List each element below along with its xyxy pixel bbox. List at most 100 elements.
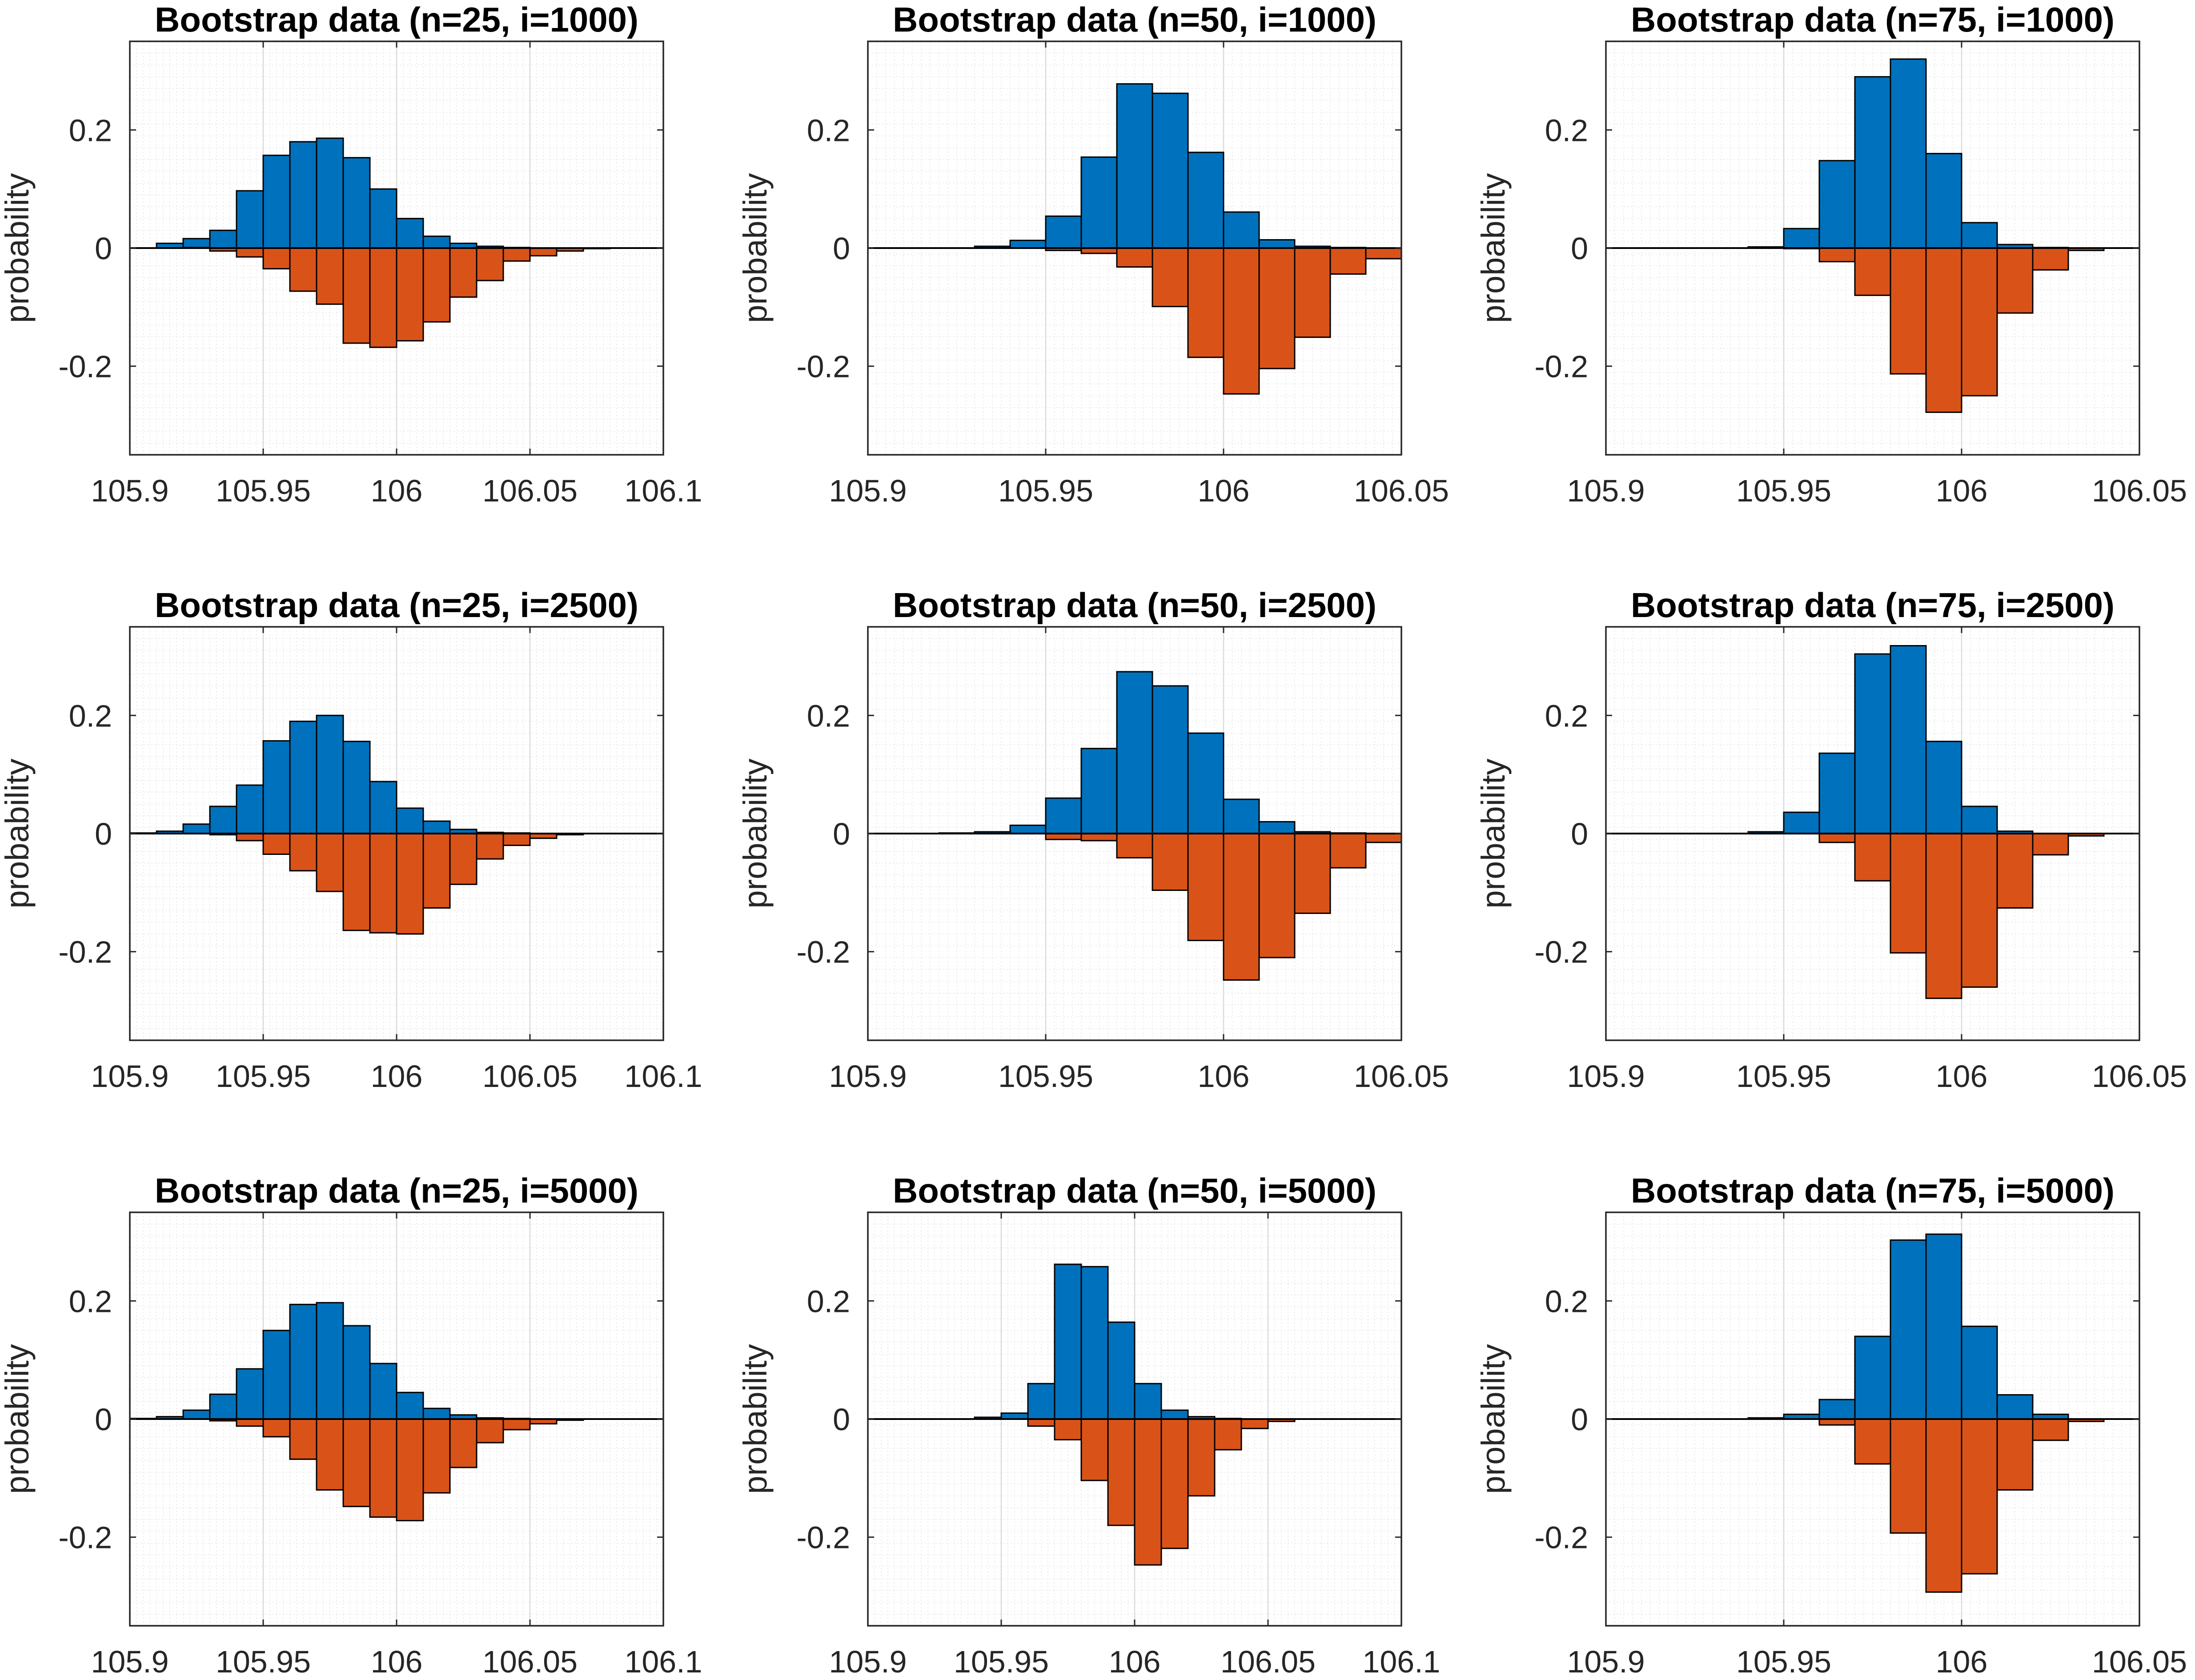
- histogram-panel: 105.9 105.95 106 106.05 106.1 0.2 0 -0.2 probabi…: [0, 1171, 702, 1679]
- panel-title: Bootstrap data (n=50, i=1000): [893, 0, 1376, 39]
- y-tick-label: -0.2: [58, 349, 112, 384]
- y-tick-label: -0.2: [58, 1520, 112, 1555]
- histogram-bar: [1925, 1233, 1962, 1420]
- histogram-bar: [1223, 211, 1260, 249]
- series-negative: [1027, 1418, 1296, 1566]
- series-negative: [1818, 833, 2105, 999]
- y-tick-label: 0.2: [69, 698, 112, 733]
- histogram-bar: [1961, 1418, 1998, 1575]
- histogram-bar: [316, 833, 344, 892]
- histogram-bar: [236, 784, 264, 834]
- histogram-bar: [342, 157, 371, 249]
- histogram-panel: 105.9 105.95 106 106.05 106.1 0.2 0 -0.2 probabi…: [737, 1171, 1441, 1679]
- histogram-bar: [1890, 645, 1927, 834]
- histogram-bar: [396, 218, 424, 249]
- histogram-bar: [369, 1418, 397, 1518]
- histogram-panel: 105.9 105.95 106 106.05 0.2 0 -0.2 probability B…: [1475, 1171, 2187, 1679]
- histogram-bar: [342, 833, 371, 931]
- histogram-bar: [502, 833, 531, 846]
- panel-title: Bootstrap data (n=50, i=2500): [893, 585, 1376, 625]
- x-tick-label: 106: [371, 1644, 423, 1679]
- histogram-bar: [369, 247, 397, 348]
- series-positive: [1747, 58, 2069, 249]
- series-positive: [129, 1302, 531, 1420]
- histogram-panel: 105.9 105.95 106 106.05 0.2 0 -0.2 probability B…: [1475, 0, 2187, 508]
- histogram-bar: [262, 1330, 291, 1420]
- panel-title: Bootstrap data (n=25, i=5000): [155, 1171, 638, 1210]
- y-axis-label: probability: [1475, 1344, 1512, 1494]
- x-tick-label: 106.05: [1354, 473, 1449, 508]
- y-tick-label: 0: [95, 231, 112, 266]
- y-tick-label: 0.2: [1545, 698, 1588, 733]
- histogram-bar: [1996, 1418, 2034, 1491]
- y-tick-label: 0: [833, 231, 850, 266]
- histogram-bar: [396, 247, 424, 342]
- x-tick-label: 105.9: [91, 1059, 169, 1094]
- y-tick-label: -0.2: [796, 935, 850, 970]
- y-tick-label: 0: [833, 817, 850, 851]
- histogram-bar: [422, 247, 451, 323]
- y-tick-label: 0.2: [807, 113, 850, 148]
- histogram-bar: [1818, 247, 1856, 263]
- histogram-bar: [182, 238, 211, 249]
- histogram-bar: [396, 1418, 424, 1522]
- y-tick-label: 0.2: [69, 113, 112, 148]
- y-tick-label: 0.2: [807, 698, 850, 733]
- histogram-bar: [2032, 833, 2069, 856]
- histogram-bar: [1223, 247, 1260, 395]
- histogram-bar: [1329, 833, 1367, 869]
- x-tick-label: 106.1: [624, 1644, 702, 1679]
- x-tick-label: 106.1: [624, 473, 702, 508]
- histogram-bar: [1214, 1418, 1242, 1451]
- histogram-bar: [1854, 833, 1891, 882]
- histogram-bar: [289, 1418, 317, 1460]
- histogram-bar: [1116, 247, 1153, 268]
- histogram-bar: [1027, 1418, 1055, 1427]
- x-tick-label: 105.95: [216, 1059, 311, 1094]
- histogram-bar: [1107, 1418, 1136, 1526]
- histogram-bar: [1152, 685, 1189, 834]
- x-tick-label: 105.95: [216, 473, 311, 508]
- histogram-bar: [1258, 833, 1296, 958]
- histogram-bar: [1134, 1383, 1162, 1420]
- x-tick-label: 106.05: [1354, 1059, 1449, 1094]
- histogram-bar: [2032, 1418, 2069, 1441]
- histogram-bar: [262, 247, 291, 269]
- histogram-bar: [209, 229, 237, 249]
- histogram-bar: [1890, 1239, 1927, 1420]
- x-tick-label: 106: [1936, 1644, 1988, 1679]
- series-negative: [182, 247, 611, 348]
- histogram-panel: 105.9 105.95 106 106.05 106.1 0.2 0 -0.2 probabi…: [0, 585, 702, 1094]
- histogram-bar: [236, 1368, 264, 1420]
- panel-title: Bootstrap data (n=50, i=5000): [893, 1171, 1376, 1210]
- histogram-bar: [1961, 247, 1998, 397]
- histogram-bar: [1258, 239, 1296, 249]
- series-negative: [1045, 247, 1402, 395]
- x-tick-label: 105.9: [829, 1059, 907, 1094]
- histogram-bar: [369, 1363, 397, 1420]
- histogram-bar: [396, 833, 424, 935]
- histogram-bar: [1116, 833, 1153, 858]
- histogram-bar: [529, 247, 558, 257]
- series-positive: [1747, 645, 2034, 834]
- panel-title: Bootstrap data (n=25, i=1000): [155, 0, 638, 39]
- histogram-bar: [1294, 247, 1331, 338]
- series-positive: [1747, 1233, 2069, 1420]
- histogram-bar: [2032, 247, 2069, 271]
- histogram-bar: [1818, 1399, 1856, 1420]
- histogram-bar: [1134, 1418, 1162, 1566]
- x-tick-label: 106.05: [2092, 1059, 2187, 1094]
- x-tick-label: 106.05: [2092, 473, 2187, 508]
- histogram-bar: [1080, 748, 1118, 834]
- y-tick-label: 0: [1571, 231, 1588, 266]
- histogram-bar: [1080, 156, 1118, 249]
- y-tick-label: -0.2: [1534, 935, 1588, 970]
- histogram-bar: [1783, 811, 1820, 834]
- x-tick-label: 106: [1936, 1059, 1988, 1094]
- histogram-bar: [1152, 833, 1189, 891]
- histogram-bar: [1925, 152, 1962, 249]
- histogram-bar: [316, 247, 344, 305]
- histogram-bar: [342, 1325, 371, 1420]
- histogram-bar: [396, 807, 424, 834]
- y-axis-label: probability: [0, 1344, 36, 1494]
